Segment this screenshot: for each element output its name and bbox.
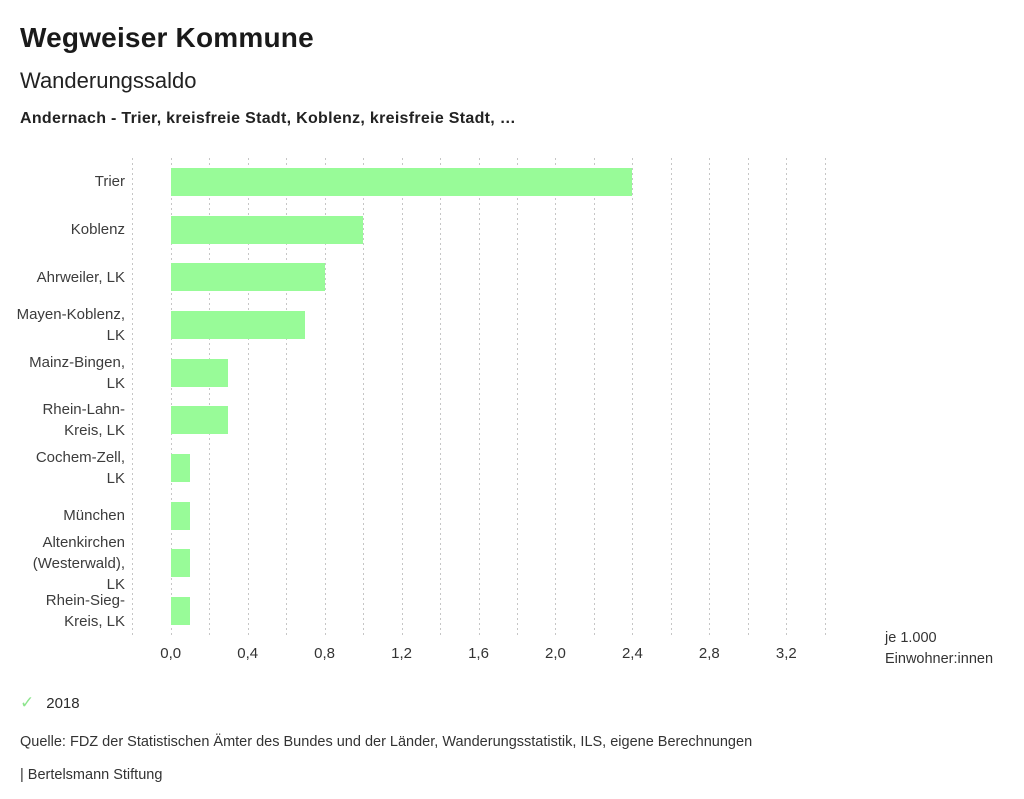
bar-m-nchen[interactable] [170,501,190,530]
category-label-line: (Westerwald), [32,554,125,572]
x-tick-label: 0,8 [314,645,336,662]
x-tick-label: 2,0 [545,645,566,662]
category-label: Rhein-Lahn- Kreis, LK [20,397,125,445]
bar-cochem-zell-lk[interactable] [170,454,190,483]
category-label-line: Rhein-Lahn- [42,401,125,419]
gridline [709,158,711,635]
category-label: Rhein-Sieg- Kreis, LK [20,587,125,635]
category-label-line: Ahrweiler, LK [36,268,125,286]
gridline [286,158,288,635]
gridline [516,158,518,635]
category-label: Altenkirchen (Westerwald), LK [20,534,125,593]
category-label-line: LK [106,326,125,344]
category-label-line: Trier [94,173,125,191]
category-label-line: Koblenz [70,221,125,239]
category-label-line: Altenkirchen [42,533,125,551]
bar-ahrweiler-lk[interactable] [170,263,325,292]
category-label-line: Kreis, LK [64,613,125,631]
gridline [824,158,826,635]
plot-area [113,158,844,635]
category-label: München [20,492,125,540]
chart-title: Wanderungssaldo [20,68,197,93]
x-tick-label: 2,4 [621,645,643,662]
category-label-line: LK [106,575,125,593]
category-label: Mainz-Bingen, LK [20,349,125,397]
x-tick-label: 0,4 [237,645,259,662]
x-tick-label: 1,2 [391,645,412,662]
source-text: Quelle: FDZ der Statistischen Ämter des … [20,734,753,750]
gridline [170,158,172,635]
legend-item-2018[interactable]: ✓ 2018 [20,693,1004,713]
category-label-line: Cochem-Zell, [35,449,125,467]
category-label: Trier [20,158,125,206]
x-axis: 0,0 0,4 0,8 1,2 1,6 2,0 2,4 2,8 3,2 [113,645,844,665]
legend-year-label: 2018 [46,694,80,712]
category-label-line: LK [106,470,125,488]
gridline [132,158,134,635]
bar-rhein-lahn-kreis-lk[interactable] [170,406,229,435]
category-label-line: Kreis, LK [64,422,125,440]
axis-unit-label: je 1.000 Einwohner:innen [885,628,993,670]
gridline [440,158,442,635]
axis-unit-line-1: je 1.000 [885,630,937,646]
gridline [555,158,557,635]
gridline [363,158,365,635]
bar-trier[interactable] [170,167,633,196]
wegweiser-kommune-page: Wegweiser Kommune Wanderungssaldo Andern… [0,22,1024,783]
migration-balance-bar-chart: Trier Koblenz Ahrweiler, LK Mayen-Koblenz, L… [16,158,1004,680]
comparison-subtitle: Andernach - Trier, kreisfreie Stadt, Kob… [20,110,517,127]
gridline [786,158,788,635]
gridline [747,158,749,635]
gridline [670,158,672,635]
branding-text: | Bertelsmann Stiftung [20,767,163,783]
bar-koblenz[interactable] [170,215,364,244]
category-label: Koblenz [20,206,125,254]
gridline [247,158,249,635]
gridline [209,158,211,635]
bar-rhein-sieg-kreis-lk[interactable] [170,597,190,626]
x-tick-label: 3,2 [775,645,797,662]
x-tick-label: 1,6 [468,645,489,662]
category-label: Ahrweiler, LK [20,253,125,301]
category-label-line: Mainz-Bingen, [29,353,125,371]
gridline [401,158,403,635]
category-label: Mayen-Koblenz, LK [16,301,125,349]
gridline [478,158,480,635]
category-label-line: LK [106,374,125,392]
check-icon: ✓ [20,693,35,712]
category-label-line: München [63,507,125,525]
category-label-line: Rhein-Sieg- [45,592,125,610]
gridline [324,158,326,635]
axis-unit-line-2: Einwohner:innen [885,651,994,667]
gridline [632,158,634,635]
x-tick-label: 0,0 [160,645,182,662]
bar-mayen-koblenz-lk[interactable] [170,310,306,339]
page-title: Wegweiser Kommune [20,22,314,53]
gridline [593,158,595,635]
bar-altenkirchen-westerwald-lk[interactable] [170,549,190,578]
bar-mainz-bingen-lk[interactable] [170,358,229,387]
category-axis: Trier Koblenz Ahrweiler, LK Mayen-Koblenz, L… [16,158,125,635]
category-label-line: Mayen-Koblenz, [16,305,125,323]
category-label: Cochem-Zell, LK [20,444,125,492]
x-tick-label: 2,8 [698,645,720,662]
